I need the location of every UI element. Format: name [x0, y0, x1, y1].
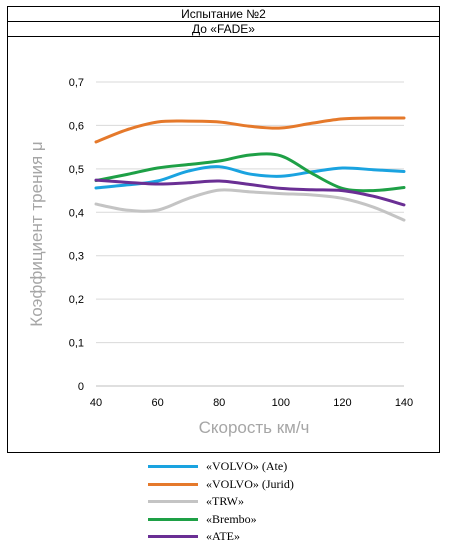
legend-label: «VOLVO» (Ate) — [206, 459, 288, 473]
legend-swatch — [148, 482, 198, 486]
x-tick-label: 100 — [272, 397, 290, 409]
y-tick-label: 0,4 — [69, 207, 84, 219]
chart-frame: Испытание №2 До «FADE» — [7, 6, 440, 453]
legend-item: «Brembo» — [148, 511, 348, 529]
legend-label: «VOLVO» (Jurid) — [206, 476, 294, 491]
series-line-5 — [94, 178, 406, 207]
x-tick-label: 60 — [151, 397, 163, 409]
chart-legend: «VOLVO» (Ate) «VOLVO» (Jurid) «TRW» «Brembo… — [148, 458, 348, 546]
x-tick-label: 80 — [213, 397, 225, 409]
legend-item: «VOLVO» (Ate) — [148, 458, 348, 476]
legend-label: «ATE» — [206, 529, 240, 543]
legend-item: «TRW» — [148, 493, 348, 511]
legend-label: «Brembo» — [206, 511, 257, 526]
x-tick-label: 140 — [395, 397, 413, 409]
legend-swatch — [148, 517, 198, 521]
legend-swatch — [148, 465, 198, 468]
series-line-2 — [94, 116, 406, 144]
y-tick-label: 0,6 — [69, 120, 84, 132]
y-axis-title: Коэффициент трения μ — [27, 141, 46, 326]
y-tick-label: 0 — [78, 381, 84, 393]
y-tick-label: 0,1 — [69, 338, 84, 350]
legend-label: «TRW» — [206, 494, 244, 508]
chart-title: Испытание №2 — [8, 7, 439, 22]
y-tick-label: 0,5 — [69, 164, 84, 176]
y-tick-label: 0,7 — [69, 77, 84, 89]
x-axis-title: Скорость км/ч — [199, 418, 310, 437]
chart-subtitle: До «FADE» — [8, 22, 439, 37]
series-line-3 — [94, 188, 406, 222]
y-tick-label: 0,3 — [69, 251, 84, 263]
legend-item: «VOLVO» (Jurid) — [148, 476, 348, 494]
series-line-4 — [94, 152, 406, 193]
x-tick-label: 40 — [90, 397, 102, 409]
legend-swatch — [148, 535, 198, 538]
legend-item: «ATE» — [148, 528, 348, 546]
x-tick-label: 120 — [333, 397, 351, 409]
y-tick-label: 0,2 — [69, 294, 84, 306]
legend-swatch — [148, 500, 198, 503]
